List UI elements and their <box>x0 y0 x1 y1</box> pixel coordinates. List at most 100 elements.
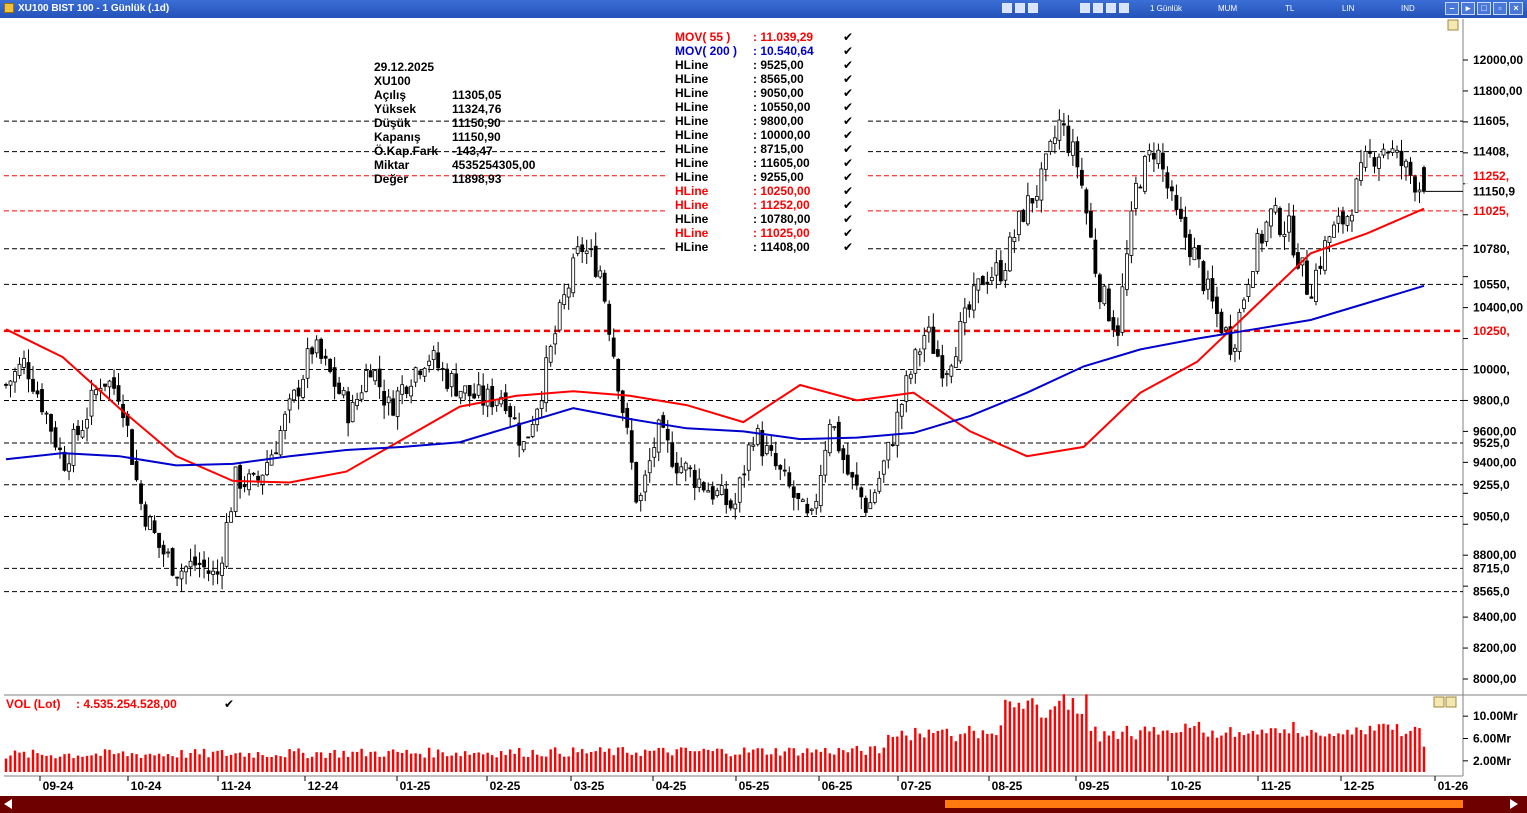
candle-body <box>692 469 697 488</box>
legend-check-icon[interactable]: ✔ <box>843 156 853 170</box>
sync-button[interactable]: ▸ <box>1461 2 1475 15</box>
tool-icon[interactable] <box>1093 3 1103 13</box>
volume-check-icon[interactable]: ✔ <box>224 697 234 711</box>
volume-panel-icon[interactable] <box>1433 696 1445 708</box>
tool-icon[interactable] <box>1119 3 1129 13</box>
y-tick-label: 8000,00 <box>1473 672 1517 686</box>
x-tick-label: 12-25 <box>1344 779 1375 793</box>
candle-body <box>764 445 769 455</box>
candle-body <box>44 412 49 415</box>
minimize-button[interactable]: – <box>1445 2 1459 15</box>
volume-bar <box>486 752 489 772</box>
panel-settings-icon[interactable] <box>1447 19 1459 31</box>
candle-body <box>1318 265 1323 269</box>
candle-body <box>368 370 373 378</box>
candle-body <box>841 448 846 461</box>
candle-body <box>314 339 319 354</box>
restore-button[interactable]: ▫ <box>1493 2 1507 15</box>
tool-icon[interactable] <box>1002 3 1012 13</box>
volume-bar <box>4 758 8 772</box>
volume-bar <box>1175 732 1178 772</box>
legend-check-icon[interactable]: ✔ <box>843 72 853 86</box>
tool-icon[interactable] <box>1015 3 1025 13</box>
volume-bar <box>243 756 246 772</box>
candle-body <box>467 384 472 397</box>
legend-check-icon[interactable]: ✔ <box>843 100 853 114</box>
volume-bar <box>324 757 327 772</box>
legend-name: HLine <box>675 58 709 72</box>
volume-bar <box>549 749 552 772</box>
legend-check-icon[interactable]: ✔ <box>843 86 853 100</box>
candle-body <box>476 384 481 396</box>
legend-check-icon[interactable]: ✔ <box>843 44 853 58</box>
legend-check-icon[interactable]: ✔ <box>843 170 853 184</box>
candle-body <box>1296 252 1300 269</box>
maximize-button[interactable]: □ <box>1477 2 1491 15</box>
volume-bar <box>725 753 728 772</box>
tool-icon[interactable] <box>1028 3 1038 13</box>
candle-body <box>719 485 724 496</box>
candle-body <box>80 430 85 438</box>
candle-body <box>166 551 170 554</box>
legend-check-icon[interactable]: ✔ <box>843 30 853 44</box>
candle-body <box>242 484 247 488</box>
volume-bar <box>999 725 1003 772</box>
volume-bar <box>1152 727 1156 772</box>
candle-body <box>665 428 670 441</box>
candle-body <box>278 430 283 456</box>
candle-body <box>1408 161 1413 176</box>
legend-check-icon[interactable]: ✔ <box>843 128 853 142</box>
candle-body <box>634 462 639 503</box>
legend-value: : 9525,00 <box>753 58 804 72</box>
scroll-thumb[interactable] <box>945 800 1463 808</box>
legend-check-icon[interactable]: ✔ <box>843 114 853 128</box>
tool-icon[interactable] <box>1106 3 1116 13</box>
scroll-left-arrow-icon[interactable] <box>4 799 12 809</box>
candle-body <box>211 570 215 575</box>
volume-bar <box>1242 735 1246 772</box>
candle-body <box>391 398 396 416</box>
scale-option[interactable]: LIN <box>1342 4 1355 13</box>
volume-bar <box>234 753 237 772</box>
volume-bar <box>382 756 386 772</box>
candle-body <box>458 390 463 399</box>
candle-body <box>697 478 702 488</box>
candle-body <box>112 377 116 389</box>
candle-body <box>562 294 567 305</box>
candle-body <box>233 466 238 512</box>
close-button[interactable]: × <box>1509 2 1523 15</box>
volume-bar <box>923 737 926 772</box>
legend-check-icon[interactable]: ✔ <box>843 142 853 156</box>
currency-option[interactable]: TL <box>1285 4 1295 13</box>
legend-check-icon[interactable]: ✔ <box>843 240 853 254</box>
volume-bar <box>855 745 858 772</box>
volume-bar <box>1089 730 1093 772</box>
hline-label-bg <box>1465 392 1525 409</box>
legend-check-icon[interactable]: ✔ <box>843 58 853 72</box>
legend-check-icon[interactable]: ✔ <box>843 198 853 212</box>
volume-panel-icon[interactable] <box>1445 696 1457 708</box>
candle-body <box>1021 209 1026 222</box>
timeframe-option[interactable]: 1 Günlük <box>1150 4 1183 13</box>
volume-bar <box>1409 730 1412 772</box>
chart-type-option[interactable]: MUM <box>1218 4 1238 13</box>
volume-bar <box>162 756 165 772</box>
volume-bar <box>1076 713 1079 772</box>
volume-bar <box>459 756 462 772</box>
candle-body <box>706 490 711 493</box>
legend-check-icon[interactable]: ✔ <box>843 212 853 226</box>
scroll-right-arrow-icon[interactable] <box>1510 799 1518 809</box>
candle-body <box>134 461 139 481</box>
candle-body <box>715 490 720 497</box>
x-tick-label: 01-26 <box>1438 779 1469 793</box>
volume-bar <box>711 751 714 772</box>
candle-body <box>499 396 504 405</box>
tool-icon[interactable] <box>1080 3 1090 13</box>
legend-check-icon[interactable]: ✔ <box>843 184 853 198</box>
candle-body <box>1246 284 1251 297</box>
candle-body <box>949 365 954 377</box>
volume-bar <box>481 754 485 772</box>
legend-check-icon[interactable]: ✔ <box>843 226 853 240</box>
indicator-option[interactable]: IND <box>1401 4 1415 13</box>
